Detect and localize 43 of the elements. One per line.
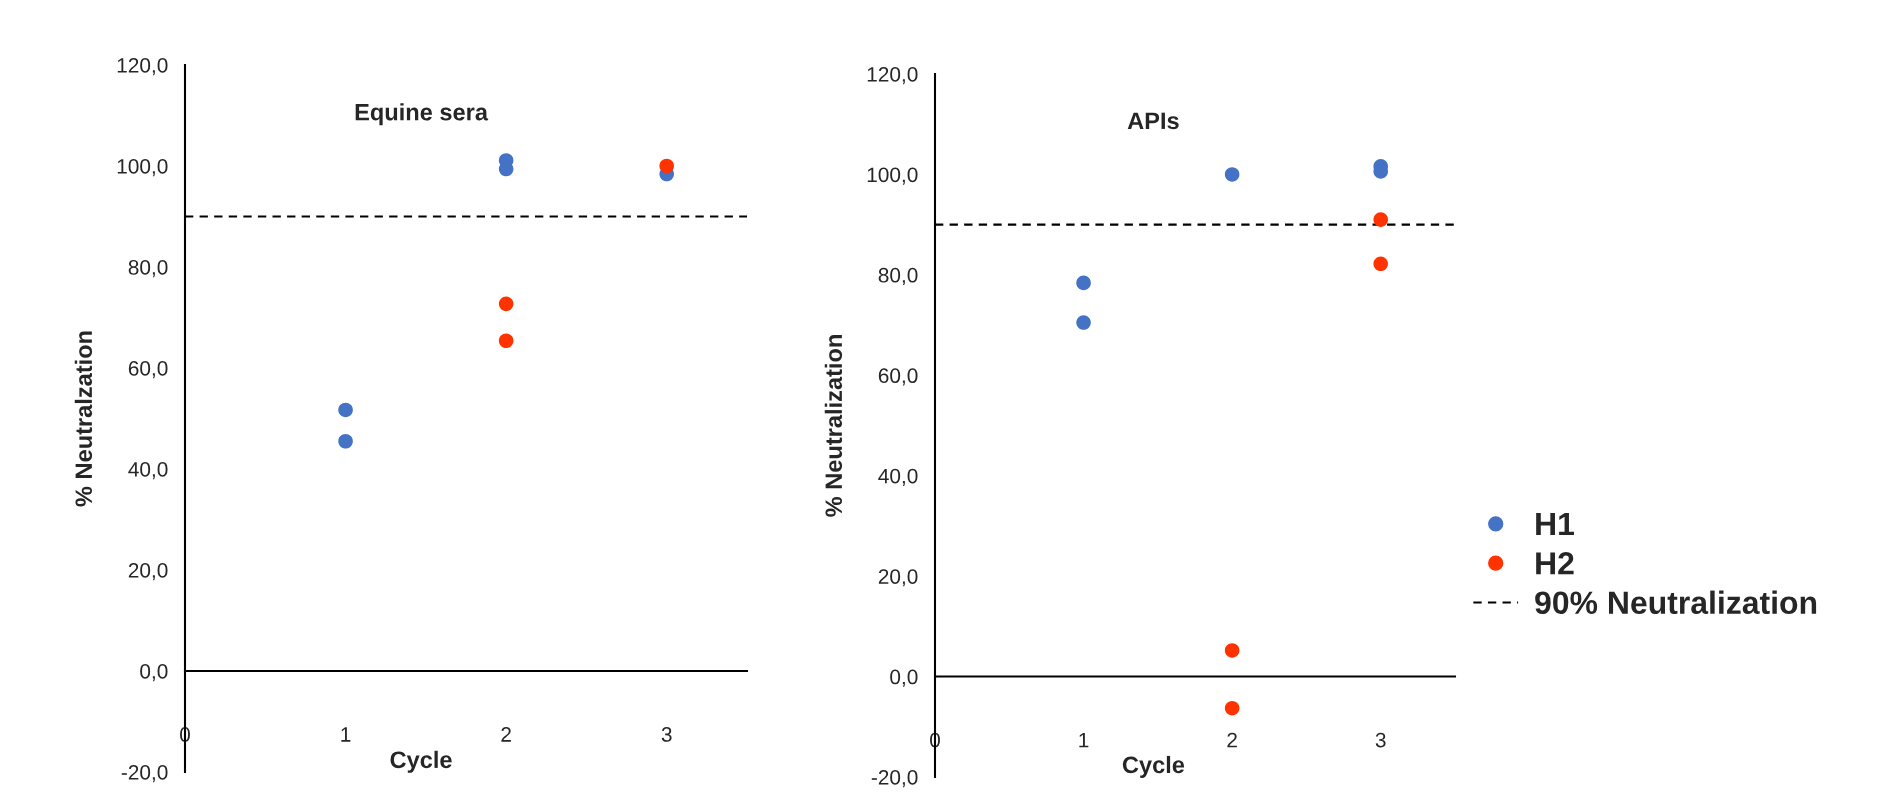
y-tick-label: -20,0 [871,770,918,788]
x-tick-label: 3 [661,727,672,742]
point [659,158,674,174]
y-tick-label: 60,0 [128,361,168,379]
y-tick-label: -20,0 [121,765,168,783]
text: Equine sera [355,103,489,126]
text: APIs [1127,112,1179,130]
point [338,402,353,418]
x-axis-title: Cycle [1122,755,1185,778]
point [1076,275,1091,291]
point [1373,256,1388,272]
x-tick-label: 2 [1227,732,1237,748]
x-tick-label: 3 [1375,732,1386,748]
x-tick-label: 1 [341,727,351,742]
y-tick-label: 80,0 [878,267,918,286]
y-tick-label: 0,0 [140,664,168,682]
y-tick-label: 100,0 [867,167,918,185]
y-axis-title: % Neutralzation [74,331,93,507]
y-tick-label: 20,0 [128,563,168,581]
point [338,433,353,449]
x-tick-label: 2 [501,727,511,742]
point [498,333,514,349]
legend-label: H1 [1536,513,1574,535]
y-tick-label: 40,0 [878,468,918,486]
x-tick-label: 1 [1079,732,1089,748]
legend-label: H2 [1536,552,1574,575]
point [1224,167,1240,182]
y-tick-label: 120,0 [117,58,168,76]
y-tick-label: 120,0 [867,67,918,85]
y-tick-label: 20,0 [878,569,918,587]
y-tick-label: 40,0 [128,462,168,480]
point [1224,643,1240,658]
y-tick-label: 0,0 [890,669,918,687]
point [1076,315,1091,330]
legend-label: 90% Neutralization [1535,590,1817,615]
point [1373,212,1388,227]
x-axis-title: Cycle [390,750,452,773]
point [498,296,514,312]
y-tick-label: 60,0 [878,368,918,386]
y-axis-title: % Neutralization [824,335,843,517]
y-tick-label: 100,0 [117,159,168,177]
point [1224,700,1240,716]
y-tick-label: 80,0 [128,260,168,278]
